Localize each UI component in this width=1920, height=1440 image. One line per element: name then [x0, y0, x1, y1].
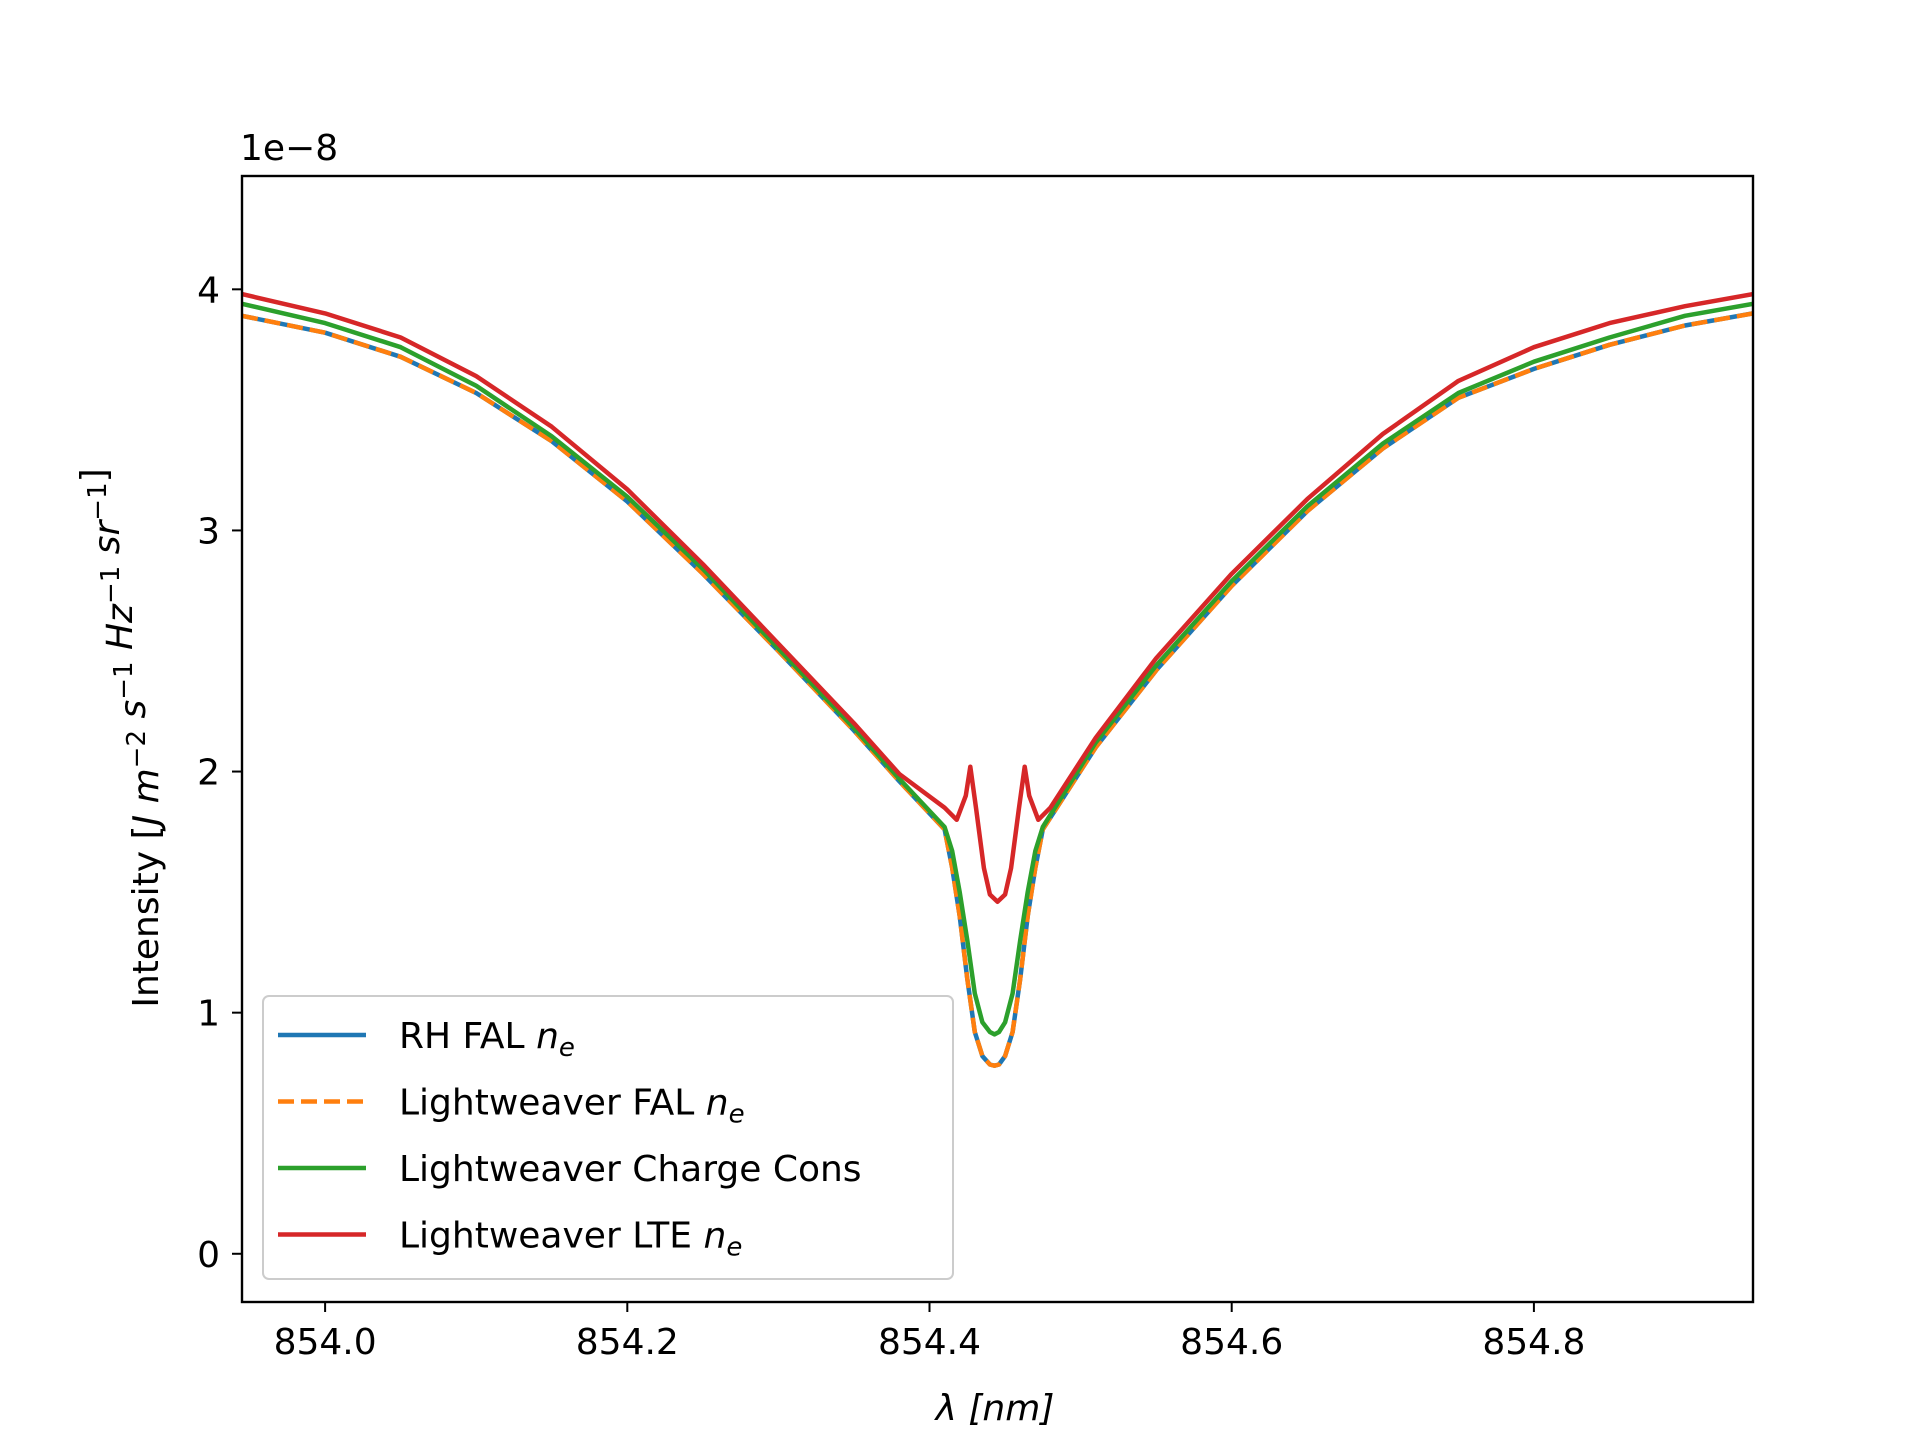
x-axis-label-symbol: λ — [934, 1388, 957, 1429]
y-axis-label-prefix: Intensity [ — [126, 825, 167, 1007]
legend-label-lightweaver-charge-cons: Lightweaver Charge Cons — [399, 1149, 862, 1190]
y-axis-label-unit: m — [126, 768, 167, 815]
y-axis-label-suffix: ] — [74, 468, 115, 482]
series-line-lightweaver-lte-n-e — [242, 291, 1753, 905]
legend-label-lightweaver-fal-n-e: Lightweaver FAL ne — [399, 1083, 745, 1130]
x-axis-label-space — [957, 1388, 968, 1429]
y-axis-label-unit: sr — [87, 519, 128, 566]
y-axis-label-exponent: −2 — [122, 730, 152, 768]
series-line-rh-fal-n-e — [242, 311, 1753, 1068]
y-tick-label: 3 — [197, 511, 220, 552]
plot-frame — [240, 174, 1755, 1304]
series-line-lightweaver-fal-n-e — [242, 311, 1753, 1068]
y-axis-label-exponent: −1 — [96, 566, 126, 604]
legend: RH FAL ne Lightweaver FAL ne Lightweaver C… — [262, 995, 954, 1280]
y-axis-label-unit: s — [113, 700, 154, 730]
y-axis: 0 1 2 3 4 — [197, 270, 242, 1276]
legend-label-lightweaver-lte-n-e: Lightweaver LTE ne — [399, 1216, 742, 1263]
y-axis-label-exponent: −1 — [83, 482, 113, 520]
x-tick-label: 854.0 — [274, 1322, 377, 1363]
x-axis: 854.0 854.2 854.4 854.6 854.8 — [274, 1302, 1585, 1363]
x-tick-label: 854.2 — [576, 1322, 679, 1363]
y-tick-label: 1 — [197, 994, 220, 1035]
x-tick-label: 854.8 — [1482, 1322, 1585, 1363]
legend-box — [262, 995, 954, 1280]
y-axis-offset-text: 1e−8 — [240, 128, 338, 169]
x-tick-label: 854.4 — [878, 1322, 981, 1363]
legend-label-rh-fal-n-e: RH FAL ne — [399, 1016, 575, 1063]
x-axis-label: λ [nm] — [934, 1388, 1055, 1429]
y-tick-label: 0 — [197, 1235, 220, 1276]
x-axis-label-unit: [nm] — [968, 1388, 1054, 1429]
series-line-lightweaver-charge-cons — [242, 301, 1753, 1037]
y-axis-label-unit: Hz — [100, 603, 141, 662]
y-axis-label: Intensity [J m−2 s−1 Hz−1 sr−1] — [74, 468, 167, 1007]
y-axis-label-exponent: −1 — [109, 661, 139, 699]
x-tick-label: 854.6 — [1180, 1322, 1283, 1363]
y-tick-label: 2 — [197, 753, 220, 794]
y-tick-label: 4 — [197, 270, 220, 311]
plot-lines — [242, 291, 1753, 1068]
